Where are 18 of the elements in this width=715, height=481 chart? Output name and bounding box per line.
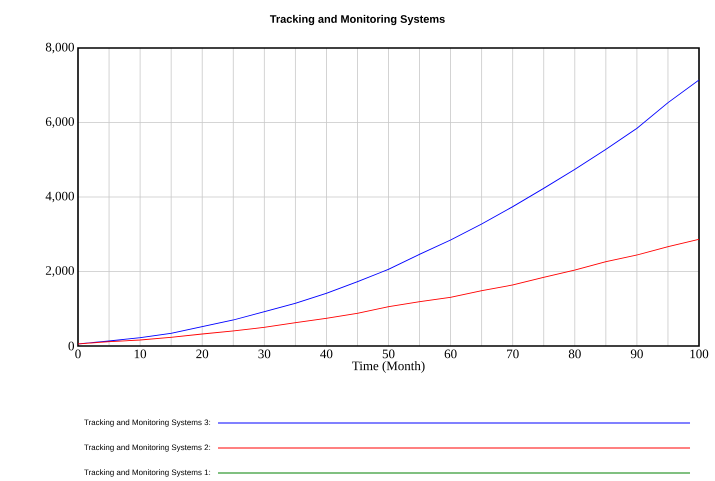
y-tick-label: 6,000 — [46, 117, 74, 128]
x-axis-title: Time (Month) — [352, 361, 425, 373]
x-tick-label: 20 — [196, 350, 208, 358]
x-tick-label: 40 — [320, 350, 332, 358]
y-tick-label: 2,000 — [46, 266, 74, 277]
y-tick-label: 0 — [68, 342, 74, 350]
y-tick-label: 4,000 — [46, 192, 74, 202]
x-tick-label: 10 — [134, 350, 146, 358]
chart-title: Tracking and Monitoring Systems — [270, 14, 445, 26]
y-tick-label: 8,000 — [46, 42, 74, 54]
x-tick-label: 90 — [630, 350, 643, 358]
x-tick-label: 0 — [75, 350, 81, 358]
x-tick-label: 80 — [568, 350, 581, 358]
x-tick-label: 70 — [507, 350, 519, 358]
x-tick-label: 30 — [258, 350, 270, 358]
x-tick-label: 50 — [382, 350, 394, 358]
x-tick-label: 100 — [690, 350, 708, 358]
x-tick-label: 60 — [444, 350, 457, 358]
